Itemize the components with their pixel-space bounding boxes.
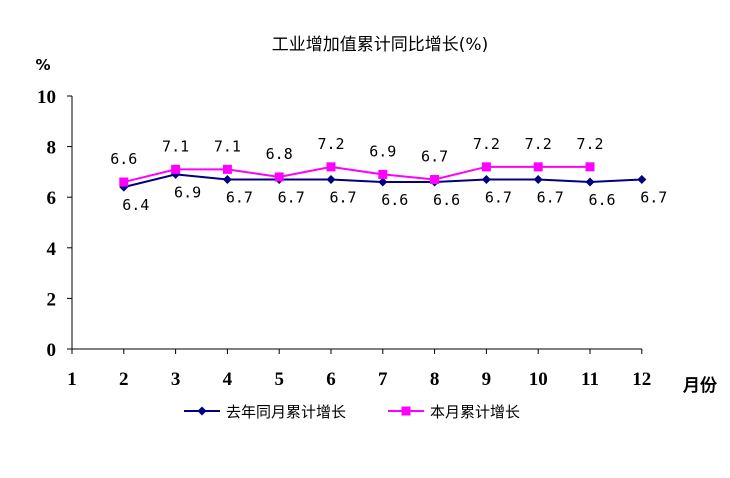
series-0-point: [222, 174, 232, 184]
series-0-point: [378, 177, 388, 187]
data-label-this-month: 7.2: [525, 135, 552, 153]
data-label-this-month: 6.8: [266, 145, 293, 163]
x-tick-label: 1: [67, 369, 77, 390]
data-label-last-year: 6.7: [640, 188, 667, 206]
data-label-last-year: 6.7: [226, 188, 253, 206]
x-tick-label: 7: [378, 369, 388, 390]
data-label-last-year: 6.7: [278, 188, 305, 206]
x-axis-label: 月份: [682, 375, 718, 396]
chart-title: 工业增加值累计同比增长(%): [272, 35, 488, 55]
data-labels: 6.4 6.9 6.7 6.7 6.7 6.6 6.6 6.7 6.7 6.6 6.7 6.6 7.1 7…: [110, 135, 667, 214]
data-label-last-year: 6.6: [381, 191, 408, 209]
data-label-this-month: 7.2: [473, 135, 500, 153]
series-0-point: [585, 177, 595, 187]
data-label-last-year: 6.7: [329, 188, 356, 206]
y-tick-label: 4: [47, 239, 57, 260]
x-tick-label: 4: [223, 369, 233, 390]
data-label-this-month: 7.2: [576, 135, 603, 153]
data-label-last-year: 6.7: [537, 188, 564, 206]
legend-marker-diamond: [197, 406, 207, 416]
x-tick-label: 9: [482, 369, 492, 390]
series-1-point: [274, 172, 284, 182]
series-1-point: [222, 164, 232, 174]
y-tick-label: 8: [47, 138, 57, 159]
series-1-point: [430, 174, 440, 184]
series-1-point: [533, 162, 543, 172]
series-1-point: [171, 164, 181, 174]
x-tick-label: 12: [632, 369, 651, 390]
data-label-last-year: 6.9: [174, 183, 201, 201]
data-label-last-year: 6.6: [433, 191, 460, 209]
y-tick-label: 10: [37, 87, 56, 108]
legend-marker-square: [401, 406, 411, 416]
x-tick-label: 6: [326, 369, 336, 390]
series-1-point: [378, 169, 388, 179]
x-tick-label: 2: [119, 369, 129, 390]
y-ticks: 0 2 4 6 8 10: [37, 87, 72, 361]
series-line-1: [123, 165, 590, 183]
y-tick-label: 2: [47, 289, 57, 310]
x-tick-label: 10: [529, 369, 548, 390]
series-0-point: [481, 174, 491, 184]
data-label-last-year: 6.4: [122, 196, 149, 214]
series-1-point: [326, 162, 336, 172]
x-tick-label: 11: [581, 369, 599, 390]
y-axis-unit: %: [35, 56, 50, 74]
x-tick-label: 5: [274, 369, 284, 390]
x-ticks: 1 2 3 4 5 6 7 8 9 10 11 12: [67, 349, 651, 390]
series-1-point: [481, 162, 491, 172]
legend-label: 本月累计增长: [430, 403, 520, 421]
legend-label: 去年同月累计增长: [226, 403, 346, 421]
y-tick-label: 6: [47, 188, 57, 209]
data-label-last-year: 6.6: [588, 191, 615, 209]
data-label-this-month: 6.9: [369, 142, 396, 160]
data-label-this-month: 7.1: [162, 137, 189, 155]
data-label-this-month: 6.6: [110, 150, 137, 168]
series-0-point: [637, 174, 647, 184]
legend: 去年同月累计增长 本月累计增长: [184, 403, 520, 421]
series-1-point: [585, 162, 595, 172]
y-tick-label: 0: [47, 340, 57, 361]
data-label-this-month: 7.2: [317, 135, 344, 153]
data-label-this-month: 7.1: [214, 137, 241, 155]
series-layer: [119, 162, 647, 192]
series-1-point: [119, 177, 129, 187]
series-0-point: [326, 174, 336, 184]
series-0-point: [533, 174, 543, 184]
data-label-this-month: 6.7: [421, 147, 448, 165]
data-label-last-year: 6.7: [485, 188, 512, 206]
x-tick-label: 8: [430, 369, 440, 390]
x-tick-label: 3: [171, 369, 181, 390]
